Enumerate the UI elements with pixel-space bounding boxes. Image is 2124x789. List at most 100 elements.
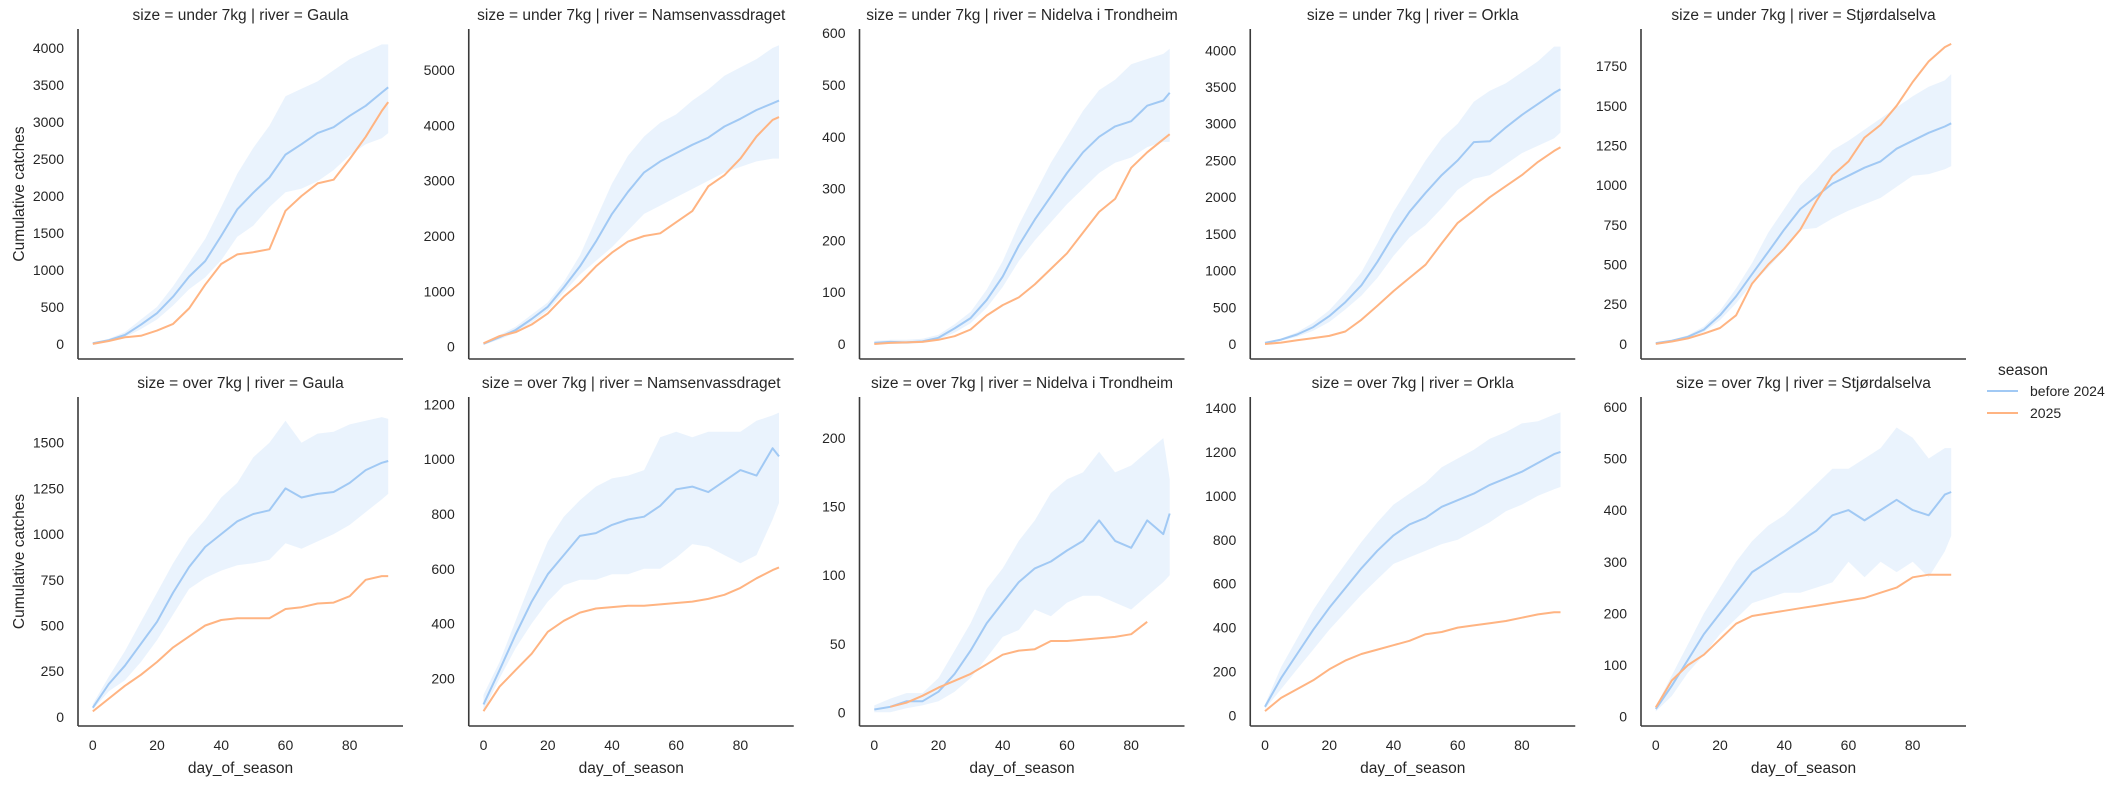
y-tick-label: 1500 xyxy=(1596,98,1627,114)
confidence-band-before-2024 xyxy=(483,412,779,712)
x-tick-label: 40 xyxy=(1386,737,1402,753)
x-tick-label: 0 xyxy=(89,737,97,753)
y-tick-label: 600 xyxy=(1604,399,1628,415)
y-tick-label: 0 xyxy=(1619,336,1627,352)
series-line-2025 xyxy=(92,101,390,345)
x-axis-label: day_of_season xyxy=(1360,760,1465,777)
x-tick-label: 40 xyxy=(995,737,1011,753)
facet-panel: size = under 7kg | river = Orkla 0 500 1000… xyxy=(1205,7,1576,360)
y-tick-label: 4000 xyxy=(424,117,455,133)
x-tick-label: 0 xyxy=(480,737,488,753)
panel-title: size = under 7kg | river = Namsenvassdra… xyxy=(477,7,786,24)
x-axis-label: day_of_season xyxy=(1751,760,1856,777)
panel-title: size = under 7kg | river = Gaula xyxy=(133,7,349,24)
legend-label: before 2024 xyxy=(2030,383,2105,399)
confidence-band-before-2024 xyxy=(1655,427,1952,712)
y-tick-label: 400 xyxy=(822,129,846,145)
y-tick-label: 1200 xyxy=(424,396,455,412)
y-tick-label: 200 xyxy=(822,430,846,446)
y-tick-label: 500 xyxy=(1604,450,1628,466)
y-tick-label: 800 xyxy=(1213,532,1237,548)
y-tick-label: 100 xyxy=(1604,657,1628,673)
y-tick-label: 0 xyxy=(1619,709,1627,725)
y-tick-label: 500 xyxy=(1604,257,1628,273)
y-tick-label: 1250 xyxy=(1596,138,1627,154)
x-axis-label: day_of_season xyxy=(188,760,293,777)
confidence-band-before-2024 xyxy=(1655,74,1952,344)
y-tick-label: 1500 xyxy=(33,435,64,451)
facet-panel: size = under 7kg | river = Namsenvassdra… xyxy=(424,7,794,360)
y-tick-label: 100 xyxy=(822,284,846,300)
y-tick-label: 600 xyxy=(431,561,455,577)
y-tick-label: 1000 xyxy=(424,451,455,467)
y-tick-label: 2500 xyxy=(33,151,64,167)
y-axis-label: Cumulative catches xyxy=(11,494,28,630)
y-tick-label: 1250 xyxy=(33,480,64,496)
y-tick-label: 3500 xyxy=(33,77,64,93)
y-tick-label: 400 xyxy=(1213,620,1237,636)
x-tick-label: 0 xyxy=(870,737,878,753)
series-line-before-2024 xyxy=(92,86,389,345)
x-tick-label: 40 xyxy=(604,737,620,753)
x-tick-label: 0 xyxy=(1652,737,1660,753)
series-line-before-2024 xyxy=(1264,450,1561,708)
y-tick-label: 1000 xyxy=(33,262,64,278)
y-tick-label: 1750 xyxy=(1596,58,1627,74)
y-tick-label: 2000 xyxy=(424,228,455,244)
y-tick-label: 5000 xyxy=(424,62,455,78)
facet-panel: size = over 7kg | river = Orkla020040060… xyxy=(1205,375,1576,777)
x-tick-label: 20 xyxy=(931,737,947,753)
panel-title: size = over 7kg | river = Stjørdalselva xyxy=(1676,375,1931,392)
y-tick-label: 600 xyxy=(1213,576,1237,592)
y-tick-label: 1500 xyxy=(33,225,64,241)
x-tick-label: 80 xyxy=(1905,737,1921,753)
panel-title: size = under 7kg | river = Stjørdalselva xyxy=(1671,7,1936,24)
y-tick-label: 1500 xyxy=(1205,226,1236,242)
y-tick-label: 3500 xyxy=(1205,79,1236,95)
y-tick-label: 3000 xyxy=(1205,116,1236,132)
series-line-before-2024 xyxy=(483,99,780,345)
y-tick-label: 0 xyxy=(56,336,64,352)
facet-panel: size = over 7kg | river = Gaula 0 250 500 75… xyxy=(11,375,403,777)
y-tick-label: 0 xyxy=(56,709,64,725)
confidence-band-before-2024 xyxy=(92,417,389,710)
y-tick-label: 0 xyxy=(838,704,846,720)
x-tick-label: 80 xyxy=(1514,737,1530,753)
y-tick-label: 750 xyxy=(41,572,65,588)
series-line-2025 xyxy=(1655,43,1952,345)
x-tick-label: 80 xyxy=(1123,737,1139,753)
y-tick-label: 200 xyxy=(1604,605,1628,621)
confidence-band-before-2024 xyxy=(1265,46,1561,344)
y-axis-label: Cumulative catches xyxy=(11,126,28,262)
panel-title: size = under 7kg | river = Nidelva i Tro… xyxy=(866,7,1178,24)
x-tick-label: 60 xyxy=(668,737,684,753)
y-tick-label: 750 xyxy=(1604,217,1628,233)
x-tick-label: 0 xyxy=(1261,737,1269,753)
legend-title: season xyxy=(1998,362,2048,379)
x-tick-label: 20 xyxy=(149,737,165,753)
panel-title: size = over 7kg | river = Gaula xyxy=(137,375,344,392)
x-tick-label: 60 xyxy=(278,737,294,753)
y-tick-label: 0 xyxy=(1228,336,1236,352)
confidence-band-before-2024 xyxy=(483,45,779,346)
y-tick-label: 400 xyxy=(1604,502,1628,518)
series-line-2025 xyxy=(1264,146,1562,345)
y-tick-label: 400 xyxy=(431,616,455,632)
y-tick-label: 800 xyxy=(431,506,455,522)
y-tick-label: 3000 xyxy=(424,173,455,189)
series-line-before-2024 xyxy=(1264,88,1562,344)
confidence-band-before-2024 xyxy=(874,438,1170,713)
series-line-2025 xyxy=(482,566,780,712)
facet-panel: size = under 7kg | river = Stjørdalselva… xyxy=(1596,7,1966,360)
y-tick-label: 2000 xyxy=(1205,189,1236,205)
y-tick-label: 1200 xyxy=(1205,444,1236,460)
y-tick-label: 1000 xyxy=(1596,177,1627,193)
series-line-before-2024 xyxy=(1655,122,1952,345)
y-tick-label: 300 xyxy=(822,181,846,197)
x-tick-label: 80 xyxy=(733,737,749,753)
series-line-2025 xyxy=(92,575,389,713)
series-line-2025 xyxy=(1654,573,1952,708)
x-tick-label: 60 xyxy=(1059,737,1075,753)
y-tick-label: 500 xyxy=(41,299,65,315)
